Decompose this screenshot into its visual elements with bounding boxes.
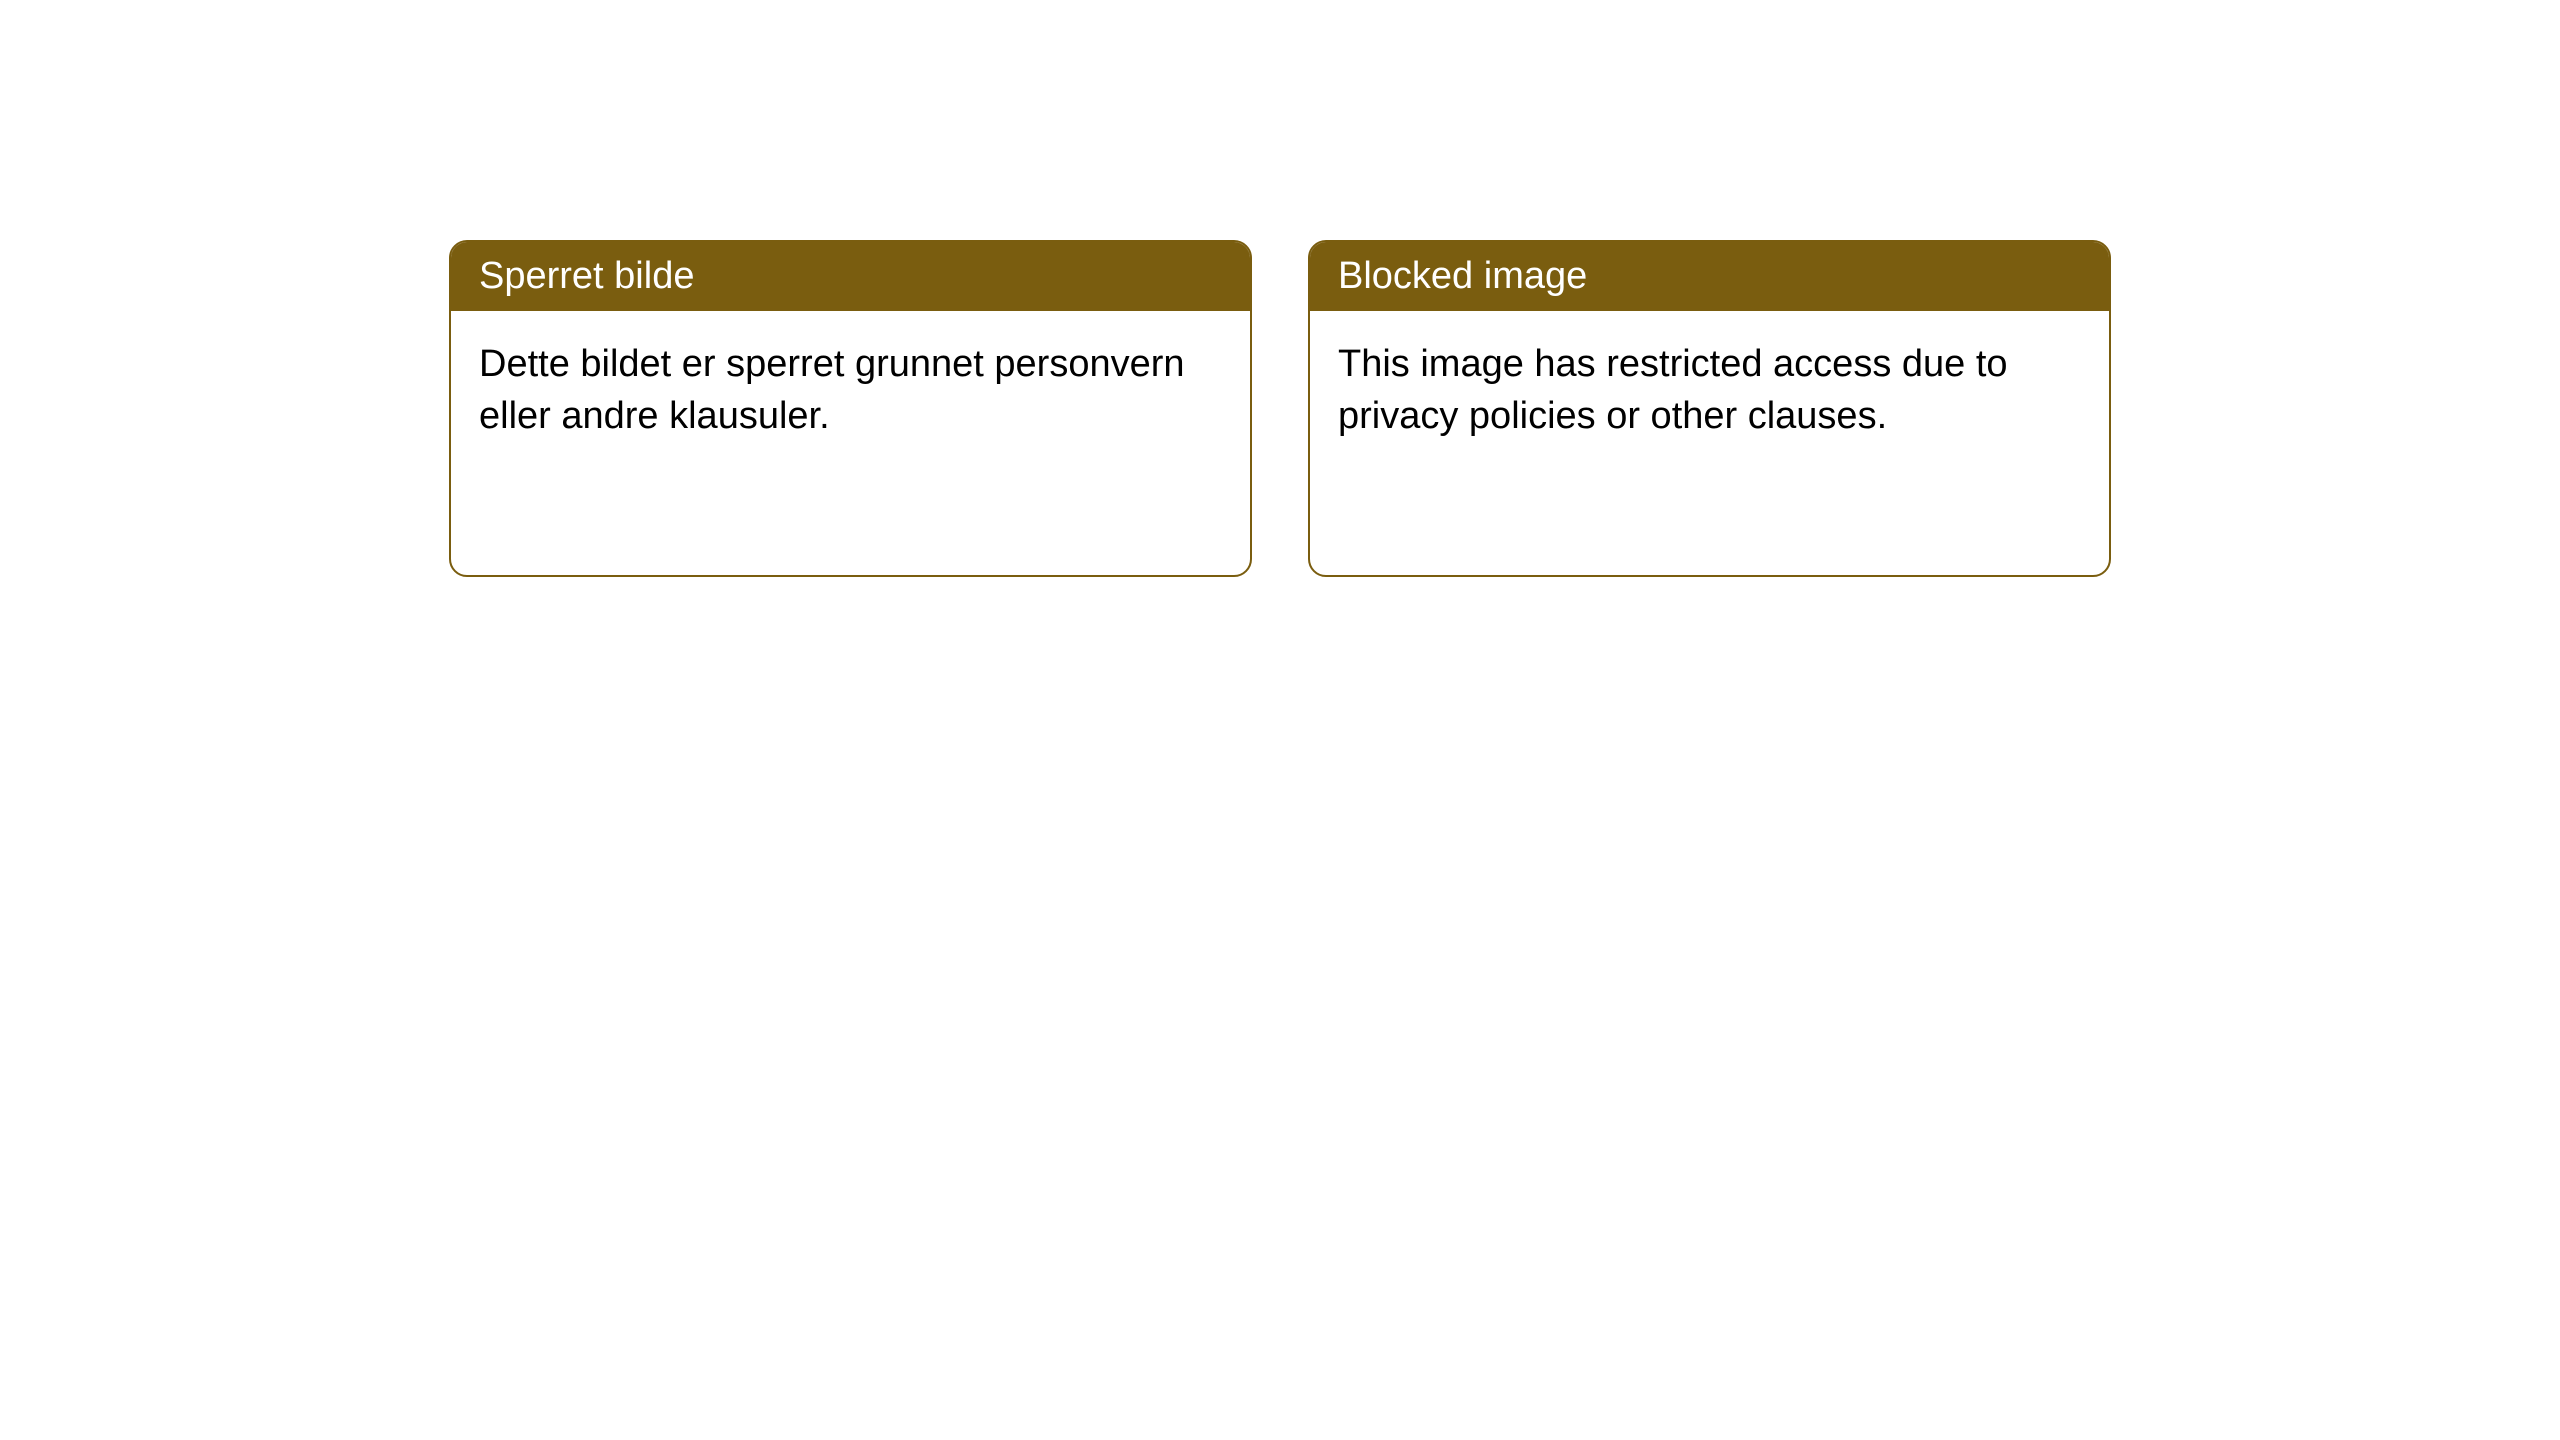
notice-header-norwegian: Sperret bilde (451, 242, 1250, 311)
notice-container: Sperret bilde Dette bildet er sperret gr… (0, 0, 2560, 577)
notice-card-english: Blocked image This image has restricted … (1308, 240, 2111, 577)
notice-body-norwegian: Dette bildet er sperret grunnet personve… (451, 311, 1250, 470)
notice-header-english: Blocked image (1310, 242, 2109, 311)
notice-card-norwegian: Sperret bilde Dette bildet er sperret gr… (449, 240, 1252, 577)
notice-body-english: This image has restricted access due to … (1310, 311, 2109, 470)
